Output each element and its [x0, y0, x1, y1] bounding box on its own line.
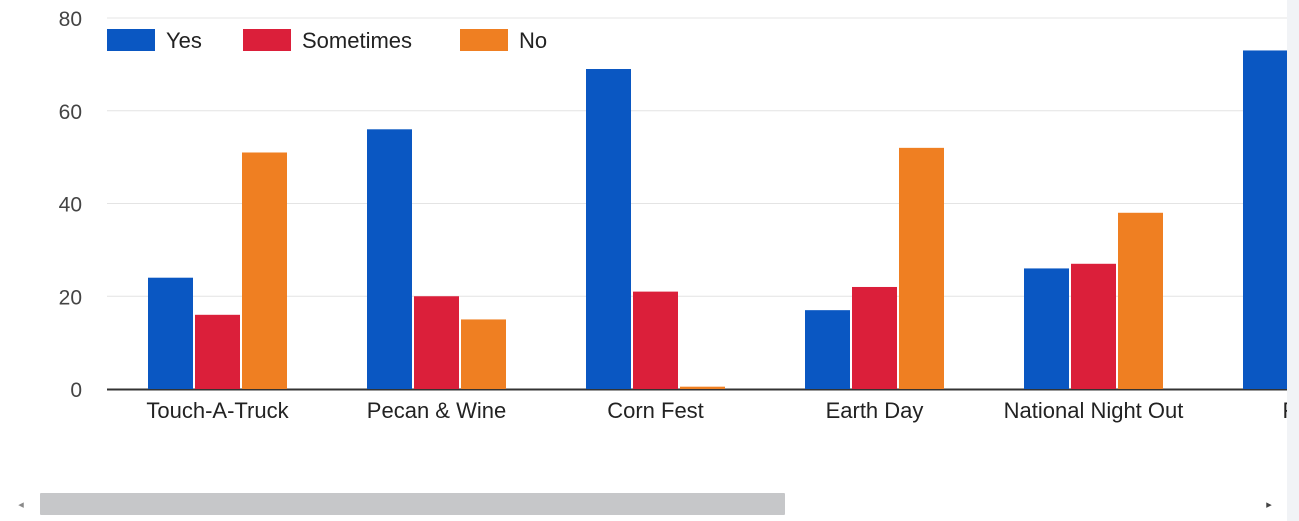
x-tick-label: Touch-A-Truck — [146, 398, 289, 423]
y-axis-ticks: 0 20 40 60 80 — [59, 8, 82, 402]
legend-label-yes: Yes — [166, 28, 202, 53]
bar-yes-0[interactable] — [148, 277, 193, 389]
bar-no-3[interactable] — [899, 147, 944, 389]
y-tick-label: 40 — [59, 194, 82, 217]
bar-no-0[interactable] — [242, 152, 287, 389]
legend-swatch-yes — [107, 29, 155, 51]
legend-label-sometimes: Sometimes — [302, 28, 412, 53]
bar-no-4[interactable] — [1118, 212, 1163, 389]
bar-no-2[interactable] — [680, 386, 725, 389]
legend: Yes Sometimes No — [107, 28, 547, 53]
bar-yes-3[interactable] — [805, 310, 850, 389]
scroll-right-arrow-icon[interactable]: ▸ — [1266, 499, 1272, 511]
scroll-left-arrow-icon[interactable]: ◂ — [18, 499, 24, 511]
bar-yes-2[interactable] — [586, 69, 631, 389]
x-tick-label: Earth Day — [826, 398, 924, 423]
bar-yes-1[interactable] — [367, 129, 412, 390]
bar-sometimes-3[interactable] — [852, 286, 897, 389]
y-tick-label: 80 — [59, 8, 82, 31]
y-tick-label: 20 — [59, 286, 82, 309]
x-axis-labels: Touch-A-Truck Pecan & Wine Corn Fest Earth … — [146, 398, 1299, 423]
bars — [148, 50, 1287, 390]
bar-sometimes-1[interactable] — [414, 296, 459, 389]
right-edge-gutter — [1287, 0, 1299, 521]
legend-swatch-no — [460, 29, 508, 51]
bar-sometimes-0[interactable] — [195, 314, 240, 389]
legend-swatch-sometimes — [243, 29, 291, 51]
bar-sometimes-4[interactable] — [1071, 263, 1116, 389]
scrollbar-track[interactable] — [40, 493, 1250, 515]
x-tick-label: Fort V — [1283, 398, 1299, 423]
bar-no-1[interactable] — [461, 319, 506, 389]
bar-chart: 0 20 40 60 80 Touch-A-Truck Pecan & Wine Corn … — [59, 8, 1299, 423]
bar-yes-5[interactable] — [1243, 50, 1287, 390]
bar-yes-4[interactable] — [1024, 268, 1069, 389]
y-tick-label: 60 — [59, 101, 82, 124]
bar-sometimes-2[interactable] — [633, 291, 678, 389]
horizontal-scrollbar[interactable]: ◂ ▸ — [0, 488, 1287, 521]
legend-label-no: No — [519, 28, 547, 53]
x-tick-label: Pecan & Wine — [367, 398, 506, 423]
x-tick-label: Corn Fest — [607, 398, 704, 423]
y-tick-label: 0 — [70, 379, 82, 402]
x-tick-label: National Night Out — [1004, 398, 1184, 423]
scrollbar-thumb[interactable] — [40, 493, 785, 515]
